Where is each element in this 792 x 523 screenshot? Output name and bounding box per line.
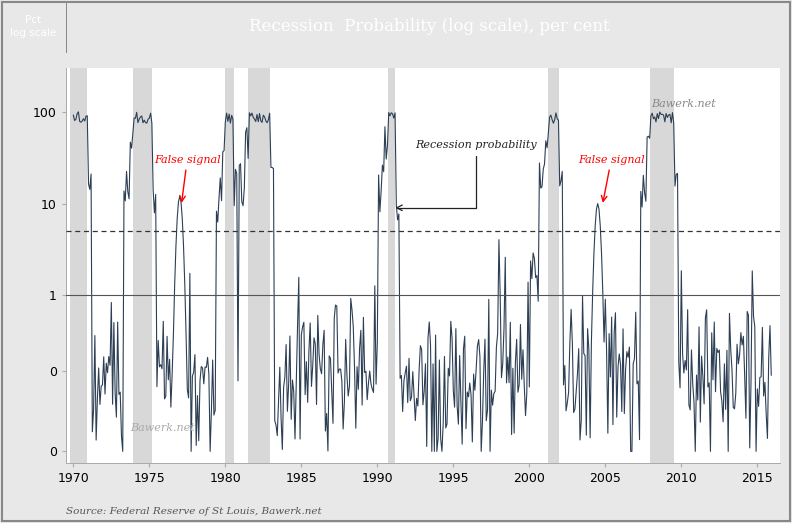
Text: Bawerk.net: Bawerk.net	[652, 99, 716, 109]
Text: Source: Federal Reserve of St Louis, Bawerk.net: Source: Federal Reserve of St Louis, Baw…	[66, 507, 322, 516]
Text: False signal: False signal	[154, 155, 220, 201]
Bar	[387, 68, 395, 463]
Bar	[649, 68, 674, 463]
Bar	[548, 68, 558, 463]
Bar	[133, 68, 152, 463]
Text: Bawerk.net: Bawerk.net	[130, 423, 195, 433]
Text: False signal: False signal	[578, 155, 645, 201]
Bar	[248, 68, 270, 463]
Text: Pct
log scale: Pct log scale	[10, 15, 56, 38]
Text: Recession probability: Recession probability	[397, 140, 537, 211]
Bar	[226, 68, 234, 463]
Bar	[70, 68, 87, 463]
Text: Recession  Probability (log scale), per cent: Recession Probability (log scale), per c…	[249, 18, 609, 35]
